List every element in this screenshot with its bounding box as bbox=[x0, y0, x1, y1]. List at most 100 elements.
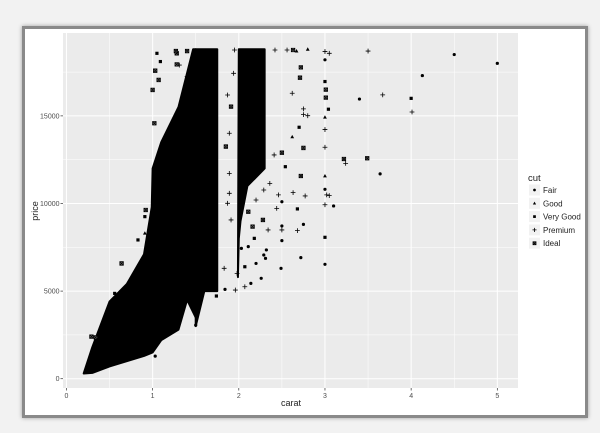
data-point-fair bbox=[323, 58, 327, 62]
data-point-premium bbox=[305, 113, 311, 119]
data-point-very-good bbox=[155, 51, 159, 55]
data-point-ideal bbox=[150, 87, 155, 93]
data-point-premium bbox=[322, 202, 328, 208]
data-point-ideal bbox=[173, 48, 179, 54]
data-point-ideal bbox=[250, 224, 255, 229]
data-point-premium bbox=[232, 287, 238, 293]
data-point-premium bbox=[343, 160, 349, 166]
data-point-premium bbox=[324, 192, 330, 198]
data-point-good bbox=[290, 134, 295, 139]
x-tick-label: 2 bbox=[237, 393, 241, 400]
legend-label: Premium bbox=[543, 226, 575, 235]
data-points bbox=[89, 47, 499, 358]
y-tick-label: 10000 bbox=[40, 201, 60, 208]
data-point-very-good bbox=[136, 238, 140, 242]
data-point-fair bbox=[357, 97, 362, 101]
data-point-premium bbox=[294, 228, 300, 234]
y-tick-label: 0 bbox=[56, 376, 60, 383]
data-point-premium bbox=[274, 205, 280, 211]
data-point-very-good bbox=[297, 125, 301, 129]
data-point-very-good bbox=[283, 165, 287, 169]
data-point-fair bbox=[259, 276, 263, 280]
y-axis-title: price bbox=[30, 201, 40, 221]
legend-key-boxed-cross-icon bbox=[532, 241, 537, 246]
x-tick-label: 4 bbox=[409, 393, 413, 400]
data-point-ideal bbox=[297, 75, 303, 80]
data-point-premium bbox=[221, 265, 227, 271]
data-point-premium bbox=[365, 48, 371, 54]
y-tick-label: 15000 bbox=[40, 113, 60, 120]
data-point-premium bbox=[226, 130, 232, 136]
data-point-fair bbox=[280, 200, 284, 204]
data-point-premium bbox=[271, 152, 277, 158]
data-point-very-good bbox=[158, 59, 162, 64]
data-point-fair bbox=[246, 244, 250, 249]
legend-label: Very Good bbox=[543, 213, 581, 222]
data-point-premium bbox=[231, 70, 237, 76]
data-point-premium bbox=[301, 106, 306, 112]
axis-ticks: 0 1 2 3 4 5 0 5000 10000 15000 bbox=[40, 113, 499, 400]
data-point-ideal bbox=[298, 173, 303, 179]
data-point-very-good bbox=[252, 236, 256, 240]
data-point-fair bbox=[263, 256, 268, 260]
data-point-very-good bbox=[323, 79, 327, 84]
dense-point-region bbox=[194, 48, 219, 328]
data-point-premium bbox=[196, 297, 202, 303]
data-point-premium bbox=[226, 190, 232, 196]
data-point-premium bbox=[184, 74, 190, 80]
data-point-ideal bbox=[323, 95, 328, 100]
data-point-fair bbox=[280, 224, 284, 228]
data-point-premium bbox=[409, 109, 415, 115]
data-point-fair bbox=[378, 172, 382, 176]
legend-key-plus-icon bbox=[532, 227, 537, 232]
legend-key-circle-icon bbox=[533, 188, 536, 192]
data-point-very-good bbox=[214, 294, 218, 298]
data-point-premium bbox=[253, 197, 259, 203]
data-point-fair bbox=[254, 261, 258, 266]
data-point-ideal bbox=[301, 145, 306, 151]
legend-label: Good bbox=[543, 199, 563, 208]
data-point-premium bbox=[261, 187, 267, 193]
data-point-very-good bbox=[113, 291, 117, 295]
data-point-very-good bbox=[326, 107, 331, 111]
dense-regions bbox=[82, 48, 266, 375]
data-point-very-good bbox=[143, 215, 147, 219]
data-point-premium bbox=[225, 200, 230, 206]
data-point-fair bbox=[223, 287, 227, 291]
data-point-very-good bbox=[243, 265, 247, 269]
data-point-fair bbox=[262, 253, 266, 257]
data-point-ideal bbox=[152, 121, 157, 126]
data-point-fair bbox=[264, 248, 268, 252]
data-point-fair bbox=[239, 246, 243, 250]
legend: cut Fair Good Very Good Premium Ideal bbox=[528, 173, 581, 249]
x-axis-title: carat bbox=[281, 398, 302, 408]
data-point-premium bbox=[322, 144, 328, 150]
data-point-very-good bbox=[109, 300, 113, 304]
data-point-fair bbox=[301, 222, 306, 226]
data-point-ideal bbox=[290, 47, 296, 53]
data-point-premium bbox=[232, 47, 237, 53]
x-tick-label: 5 bbox=[495, 393, 499, 400]
data-point-premium bbox=[207, 284, 213, 290]
data-point-fair bbox=[299, 256, 303, 260]
data-point-ideal bbox=[228, 104, 234, 109]
legend-key-square-icon bbox=[533, 215, 536, 218]
x-tick-label: 1 bbox=[151, 393, 155, 400]
data-point-ideal bbox=[223, 144, 229, 149]
legend-key-triangle-icon bbox=[532, 201, 537, 205]
data-point-ideal bbox=[323, 87, 328, 92]
data-point-premium bbox=[265, 227, 271, 233]
data-point-very-good bbox=[409, 96, 413, 100]
data-point-premium bbox=[234, 271, 240, 276]
data-point-premium bbox=[301, 112, 306, 118]
data-point-premium bbox=[225, 92, 230, 98]
data-point-ideal bbox=[246, 209, 251, 214]
data-point-premium bbox=[276, 192, 281, 198]
data-point-ideal bbox=[279, 150, 285, 155]
data-point-fair bbox=[249, 281, 253, 285]
data-point-good bbox=[294, 49, 299, 53]
data-point-fair bbox=[331, 204, 336, 208]
data-point-ideal bbox=[298, 65, 303, 70]
data-point-premium bbox=[289, 90, 295, 96]
